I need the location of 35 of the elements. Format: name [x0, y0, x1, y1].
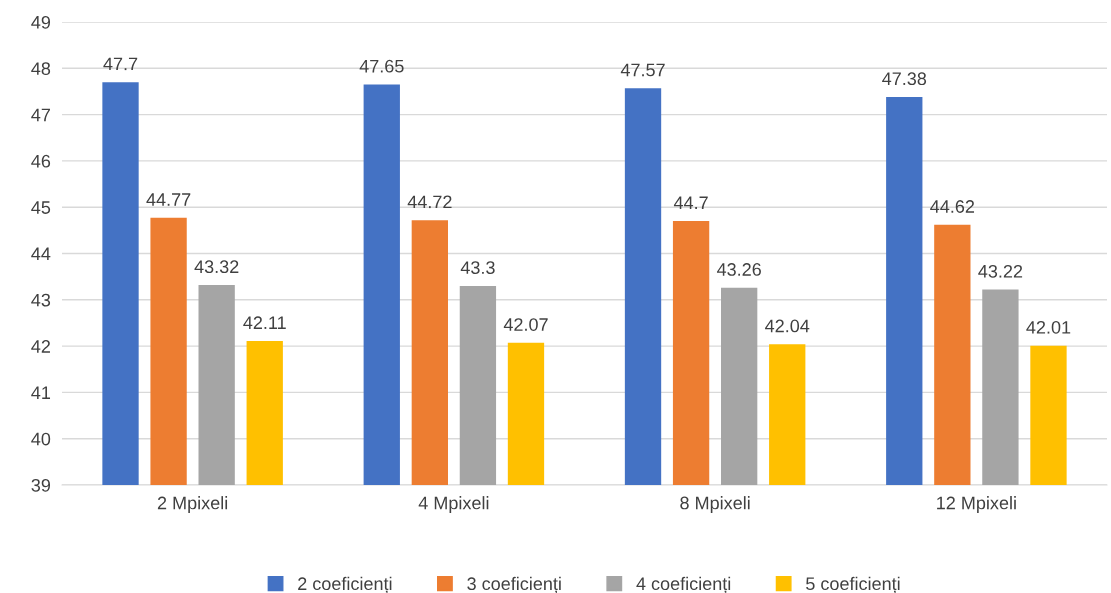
y-tick-label: 41 — [31, 386, 51, 399]
y-tick-label: 49 — [31, 15, 51, 29]
y-tick-label: 45 — [31, 201, 51, 214]
y-tick-label: 40 — [31, 432, 51, 446]
data-label: 47.57 — [620, 63, 665, 77]
x-tick-label: 4 Mpixeli — [418, 496, 489, 513]
data-label: 43.26 — [716, 263, 761, 276]
data-label: 44.77 — [146, 193, 191, 206]
data-label: 47.38 — [882, 72, 927, 86]
y-tick-label: 39 — [31, 478, 51, 492]
data-label: 44.7 — [673, 196, 708, 210]
data-label: 43.3 — [460, 261, 495, 275]
y-tick-label: 46 — [31, 154, 51, 168]
data-label: 44.72 — [407, 195, 452, 209]
x-tick-label: 12 Mpixeli — [937, 496, 1016, 513]
legend-label: 4 coeficienți — [636, 576, 731, 593]
data-label: 43.32 — [194, 260, 239, 274]
data-label: 42.11 — [243, 316, 286, 329]
legend-label: 5 coeficienți — [806, 576, 900, 593]
legend-label: 2 coeficienți — [298, 576, 392, 593]
y-tick-label: 47 — [31, 108, 50, 122]
data-label: 44.62 — [930, 200, 975, 213]
y-tick-label: 44 — [31, 247, 51, 261]
data-label: 47.65 — [359, 59, 404, 73]
y-tick-label: 48 — [31, 62, 51, 76]
data-label: 42.07 — [503, 318, 548, 331]
data-label: 42.04 — [765, 319, 810, 333]
data-label: 42.01 — [1026, 320, 1071, 334]
x-tick-label: 8 Mpixeli — [680, 496, 750, 513]
legend-label: 3 coeficienți — [467, 576, 561, 593]
x-tick-label: 2 Mpixeli — [157, 496, 228, 513]
data-label: 47.7 — [103, 57, 138, 71]
y-tick-label: 42 — [31, 340, 50, 353]
y-tick-label: 43 — [31, 293, 51, 307]
data-label: 43.22 — [978, 264, 1023, 278]
